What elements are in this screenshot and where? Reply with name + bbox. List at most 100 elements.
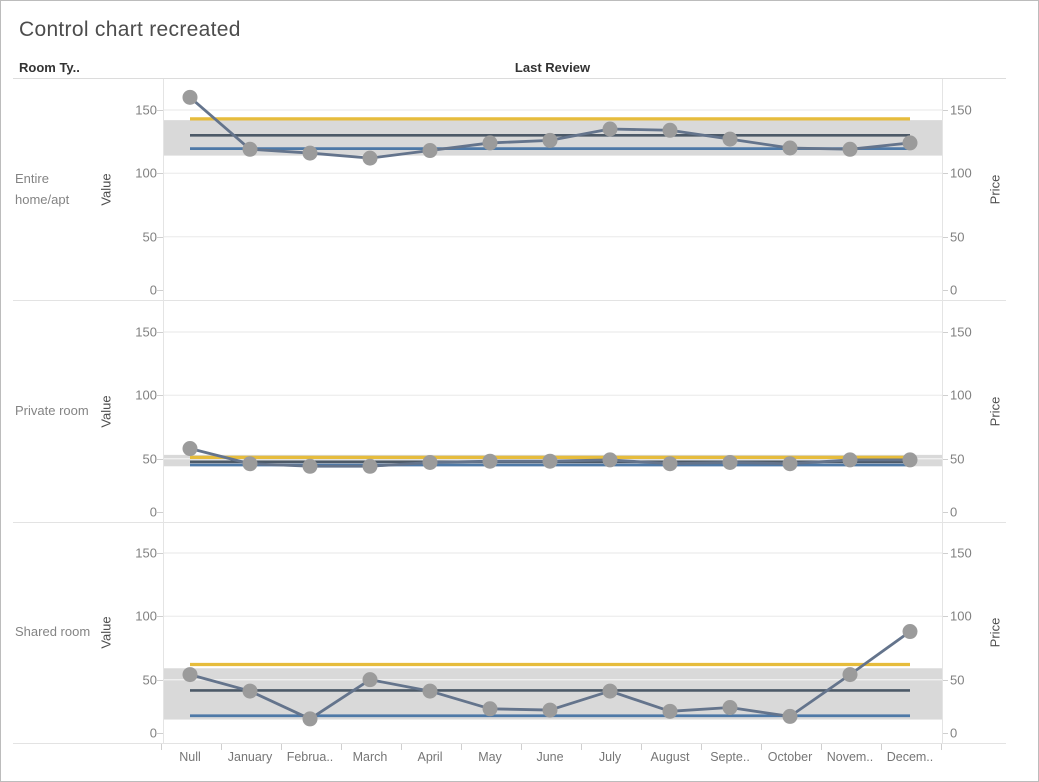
price-axis-tick bbox=[942, 173, 948, 175]
chart-panel-2 bbox=[163, 522, 942, 743]
column-field-header: Last Review bbox=[514, 60, 591, 75]
x-axis-label: Null bbox=[179, 750, 201, 764]
data-point[interactable] bbox=[542, 453, 558, 469]
data-point[interactable] bbox=[542, 702, 558, 718]
plot-right-border bbox=[942, 79, 943, 744]
data-point[interactable] bbox=[722, 131, 738, 147]
value-tick-label: 0 bbox=[149, 282, 157, 298]
x-axis-label: Septe.. bbox=[710, 750, 750, 764]
data-point[interactable] bbox=[422, 454, 438, 470]
x-axis-tick bbox=[941, 744, 942, 750]
data-point[interactable] bbox=[242, 456, 258, 472]
price-axis-tick bbox=[942, 553, 948, 554]
value-tick-label: 150 bbox=[135, 324, 157, 340]
data-point[interactable] bbox=[782, 456, 798, 472]
x-axis-tick bbox=[401, 744, 402, 750]
price-axis-tick bbox=[942, 679, 948, 681]
price-axis-tick bbox=[942, 616, 948, 618]
data-point[interactable] bbox=[782, 708, 798, 724]
data-point[interactable] bbox=[482, 701, 498, 717]
x-axis-label: July bbox=[598, 750, 622, 764]
value-tick-label: 100 bbox=[135, 387, 157, 403]
data-point[interactable] bbox=[782, 140, 798, 156]
x-axis-tick bbox=[221, 744, 222, 750]
data-point[interactable] bbox=[722, 700, 738, 716]
data-point[interactable] bbox=[842, 667, 858, 683]
data-point[interactable] bbox=[902, 624, 918, 640]
data-point[interactable] bbox=[422, 683, 438, 699]
data-point[interactable] bbox=[302, 711, 318, 727]
row-divider bbox=[13, 522, 1006, 523]
data-point[interactable] bbox=[542, 132, 558, 148]
data-point[interactable] bbox=[242, 683, 258, 699]
x-axis-tick bbox=[161, 744, 162, 750]
data-point[interactable] bbox=[362, 672, 378, 688]
value-tick-label: 0 bbox=[149, 725, 157, 741]
value-axis-tick bbox=[157, 173, 163, 175]
chart-panel-0 bbox=[163, 79, 942, 300]
data-point[interactable] bbox=[662, 456, 678, 472]
data-point[interactable] bbox=[482, 453, 498, 469]
data-point[interactable] bbox=[302, 458, 318, 474]
x-axis-tick bbox=[461, 744, 462, 750]
data-point[interactable] bbox=[422, 143, 438, 159]
data-point[interactable] bbox=[242, 141, 258, 157]
header-divider bbox=[13, 78, 1006, 79]
price-tick-label: 100 bbox=[950, 608, 972, 624]
x-axis-tick bbox=[281, 744, 282, 750]
price-axis-tick bbox=[942, 512, 948, 513]
value-axis-tick bbox=[157, 733, 163, 734]
row-label-2: Shared room bbox=[15, 624, 91, 640]
price-axis-tick bbox=[942, 458, 948, 460]
data-point[interactable] bbox=[362, 458, 378, 474]
x-axis-label: March bbox=[352, 750, 388, 764]
price-axis-tick bbox=[942, 332, 948, 333]
data-point[interactable] bbox=[602, 683, 618, 699]
price-axis-tick bbox=[942, 733, 948, 734]
data-point[interactable] bbox=[842, 452, 858, 468]
data-point[interactable] bbox=[182, 441, 198, 457]
x-axis-tick bbox=[521, 744, 522, 750]
price-tick-label: 0 bbox=[950, 504, 958, 520]
page-title: Control chart recreated bbox=[19, 18, 241, 41]
value-axis-tick bbox=[157, 512, 163, 513]
price-axis-tick bbox=[942, 110, 948, 111]
data-point[interactable] bbox=[662, 703, 678, 719]
price-axis-tick bbox=[942, 395, 948, 397]
data-point[interactable] bbox=[602, 121, 618, 137]
data-point[interactable] bbox=[662, 122, 678, 138]
data-point[interactable] bbox=[362, 150, 378, 166]
x-axis-label: January bbox=[227, 750, 273, 764]
value-tick-label: 100 bbox=[135, 165, 157, 181]
x-axis-tick bbox=[821, 744, 822, 750]
value-axis-tick bbox=[157, 236, 163, 238]
x-axis-label: Decem.. bbox=[886, 750, 934, 764]
data-point[interactable] bbox=[902, 452, 918, 468]
x-axis-label: Novem.. bbox=[826, 750, 874, 764]
value-axis-tick bbox=[157, 332, 163, 333]
x-axis-tick bbox=[701, 744, 702, 750]
value-axis-tick bbox=[157, 553, 163, 554]
price-tick-label: 50 bbox=[950, 672, 965, 688]
value-axis-tick bbox=[157, 290, 163, 291]
data-point[interactable] bbox=[182, 667, 198, 683]
x-axis-tick bbox=[641, 744, 642, 750]
data-point[interactable] bbox=[302, 145, 318, 161]
data-point[interactable] bbox=[722, 454, 738, 470]
data-point[interactable] bbox=[482, 135, 498, 151]
panel-svg bbox=[163, 552, 942, 727]
chart-panel-1 bbox=[163, 301, 942, 522]
data-point[interactable] bbox=[842, 141, 858, 157]
x-axis-label: October bbox=[767, 750, 813, 764]
row-label-0: Entire home/apt bbox=[15, 171, 70, 207]
value-axis-tick bbox=[157, 395, 163, 397]
value-tick-label: 50 bbox=[142, 229, 157, 245]
value-tick-label: 100 bbox=[135, 608, 157, 624]
data-point[interactable] bbox=[902, 135, 918, 151]
price-tick-label: 150 bbox=[950, 324, 972, 340]
data-point[interactable] bbox=[602, 452, 618, 468]
value-tick-label: 50 bbox=[142, 672, 157, 688]
data-point[interactable] bbox=[182, 89, 198, 105]
x-axis-tick bbox=[581, 744, 582, 750]
